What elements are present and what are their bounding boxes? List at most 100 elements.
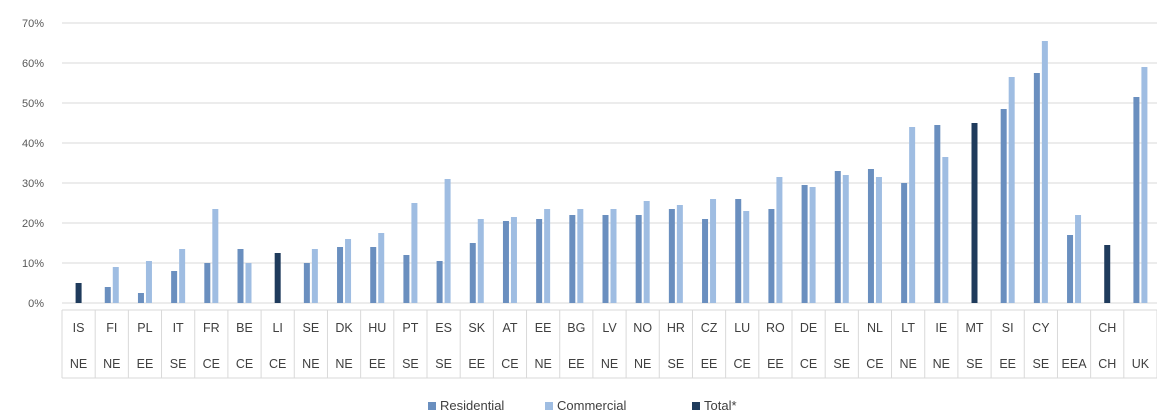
- bar-commercial-ee: [544, 209, 551, 303]
- category-region-label: EEA: [1062, 357, 1088, 371]
- bar-residential-eea: [1067, 235, 1074, 303]
- category-code-label: LT: [901, 321, 915, 335]
- category-region-label: CE: [203, 357, 220, 371]
- category-region-label: EE: [701, 357, 718, 371]
- category-region-label: CE: [269, 357, 286, 371]
- y-tick-label: 50%: [22, 98, 44, 110]
- category-region-label: SE: [435, 357, 452, 371]
- y-tick-label: 60%: [22, 58, 44, 70]
- category-region-label: NE: [302, 357, 319, 371]
- category-code-label: NO: [633, 321, 652, 335]
- category-table: IS NE FI NE PL EE IT SE FR CE BE CE LI CE SE NE DK NE HU EE…: [61, 309, 1157, 379]
- legend-swatch: [692, 402, 700, 410]
- bar-commercial-bg: [577, 209, 584, 303]
- category-region-label: CE: [236, 357, 253, 371]
- y-tick-label: 40%: [22, 138, 44, 150]
- category-code-label: MT: [965, 321, 983, 335]
- category-code-label: IT: [173, 321, 184, 335]
- bar-commercial-lv: [610, 209, 617, 303]
- category-code-label: HR: [667, 321, 685, 335]
- bar-residential-dk: [337, 247, 344, 303]
- category-region-label: EE: [568, 357, 585, 371]
- bar-commercial-at: [510, 217, 517, 303]
- legend-label: Total*: [704, 398, 737, 413]
- category-region-label: SE: [170, 357, 187, 371]
- bar-commercial-sk: [477, 219, 484, 303]
- category-region-label: SE: [833, 357, 850, 371]
- bar-residential-pl: [137, 293, 144, 303]
- bar-commercial-si: [1008, 77, 1015, 303]
- bar-commercial-lu: [743, 211, 750, 303]
- bar-residential-it: [171, 271, 178, 303]
- category-code-label: CY: [1032, 321, 1050, 335]
- category-region-label: EE: [468, 357, 485, 371]
- bar-commercial-nl: [875, 177, 882, 303]
- bar-commercial-fr: [212, 209, 219, 303]
- category-code-label: CZ: [701, 321, 718, 335]
- bar-residential-se: [303, 263, 310, 303]
- bar-commercial-cz: [710, 199, 717, 303]
- bar-residential-be: [237, 249, 244, 303]
- bar-residential-uk: [1133, 97, 1140, 303]
- category-code-label: DE: [800, 321, 817, 335]
- category-code-label: LI: [272, 321, 282, 335]
- bar-residential-ro: [768, 209, 775, 303]
- bar-residential-sk: [469, 243, 476, 303]
- bar-commercial-dk: [345, 239, 352, 303]
- bar-residential-fi: [104, 287, 111, 303]
- category-code-label: NL: [867, 321, 883, 335]
- category-region-label: CE: [734, 357, 751, 371]
- category-region-label: NE: [933, 357, 950, 371]
- category-code-label: LV: [602, 321, 617, 335]
- category-region-label: NE: [899, 357, 916, 371]
- bar-commercial-be: [245, 263, 252, 303]
- category-region-label: NE: [601, 357, 618, 371]
- bar-commercial-eea: [1075, 215, 1082, 303]
- category-region-label: SE: [1033, 357, 1050, 371]
- category-code-label: IE: [935, 321, 947, 335]
- category-code-label: IS: [73, 321, 85, 335]
- bar-residential-si: [1000, 109, 1007, 303]
- bar-residential-ie: [934, 125, 941, 303]
- category-region-label: CE: [800, 357, 817, 371]
- category-region-label: CE: [501, 357, 518, 371]
- bar-commercial-hr: [676, 205, 683, 303]
- y-tick-label: 10%: [22, 258, 44, 270]
- category-region-label: NE: [70, 357, 87, 371]
- y-axis-ticks: 0% 10% 20% 30% 40% 50% 60% 70%: [22, 18, 44, 310]
- category-code-label: FR: [203, 321, 220, 335]
- bar-residential-hr: [668, 209, 675, 303]
- category-region-label: SE: [402, 357, 419, 371]
- bar-commercial-it: [179, 249, 186, 303]
- category-code-label: BG: [567, 321, 585, 335]
- bar-residential-no: [635, 215, 642, 303]
- bar-total-is: [75, 283, 82, 303]
- bar-residential-cz: [702, 219, 709, 303]
- category-region-label: CH: [1098, 357, 1116, 371]
- bar-residential-de: [801, 185, 808, 303]
- category-code-label: ES: [435, 321, 452, 335]
- category-region-label: EE: [137, 357, 154, 371]
- bar-residential-lu: [735, 199, 742, 303]
- y-tick-label: 0%: [28, 298, 44, 310]
- bar-residential-lv: [602, 215, 609, 303]
- legend-label: Residential: [440, 398, 504, 413]
- y-tick-label: 20%: [22, 218, 44, 230]
- category-region-label: NE: [335, 357, 352, 371]
- bar-commercial-pl: [145, 261, 152, 303]
- bar-commercial-pt: [411, 203, 418, 303]
- category-region-label: NE: [534, 357, 551, 371]
- category-code-label: RO: [766, 321, 785, 335]
- bar-total-mt: [971, 123, 978, 303]
- bar-commercial-es: [444, 179, 451, 303]
- category-region-label: NE: [634, 357, 651, 371]
- y-tick-label: 30%: [22, 178, 44, 190]
- bar-commercial-el: [842, 175, 849, 303]
- category-region-label: EE: [767, 357, 784, 371]
- y-tick-label: 70%: [22, 18, 44, 30]
- category-code-label: PL: [137, 321, 152, 335]
- category-code-label: DK: [335, 321, 353, 335]
- bar-residential-es: [436, 261, 443, 303]
- bar-residential-lt: [901, 183, 908, 303]
